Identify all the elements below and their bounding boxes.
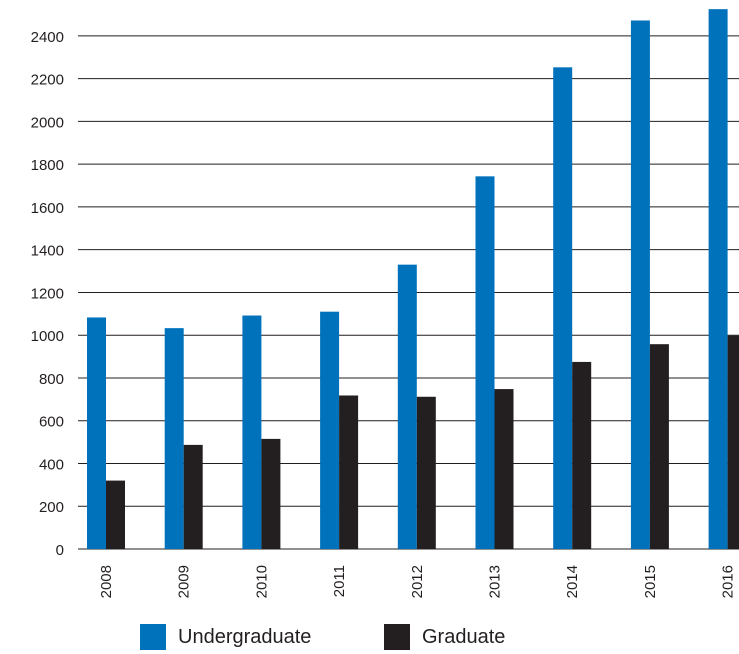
- bar-graduate-2012: [416, 396, 436, 549]
- bar-undergraduate-2010: [242, 315, 262, 549]
- x-axis-tick-labels: 2008 2009 2010 2011 2012 2013 2014 2015 2016: [98, 565, 737, 598]
- y-tick-label: 1600: [31, 200, 64, 217]
- y-tick-label: 2000: [31, 114, 64, 131]
- legend-item-undergraduate: Undergraduate: [140, 622, 311, 652]
- bar-undergraduate-2012: [397, 264, 417, 549]
- legend-label-graduate: Graduate: [422, 625, 506, 648]
- legend-swatch-undergraduate: [140, 624, 166, 650]
- x-tick-label: 2014: [564, 565, 581, 598]
- x-tick-label: 2013: [487, 565, 504, 598]
- bar-graduate-2011: [339, 395, 359, 549]
- bar-chart-plot: 0 200 400 600 800 1000 1200 1400 1600 1800 2000 220…: [31, 9, 739, 598]
- bar-undergraduate-2011: [320, 311, 340, 549]
- y-tick-label: 800: [39, 371, 64, 388]
- x-tick-label: 2015: [642, 565, 659, 598]
- y-tick-label: 400: [39, 456, 64, 473]
- y-tick-label: 1200: [31, 285, 64, 302]
- legend-label-undergraduate: Undergraduate: [178, 625, 312, 648]
- x-tick-label: 2011: [331, 565, 348, 597]
- bar-graduate-2008: [106, 480, 125, 549]
- legend: Undergraduate Graduate: [0, 622, 739, 652]
- bar-undergraduate-2013: [475, 176, 495, 549]
- y-tick-label: 1000: [31, 328, 64, 345]
- y-axis-tick-labels: 0 200 400 600 800 1000 1200 1400 1600 1800 2000 220…: [31, 29, 64, 559]
- y-tick-label: 1800: [31, 157, 64, 174]
- x-tick-label: 2008: [98, 565, 115, 598]
- y-tick-label: 0: [56, 542, 64, 559]
- y-tick-label: 1400: [31, 243, 64, 260]
- bar-undergraduate-2008: [87, 317, 106, 549]
- bar-graduate-2009: [183, 444, 203, 549]
- x-tick-label: 2009: [176, 565, 193, 598]
- bar-graduate-2014: [572, 361, 592, 549]
- bar-undergraduate-2016: [708, 9, 728, 549]
- legend-swatch-graduate: [384, 624, 410, 650]
- bar-undergraduate-2015: [630, 20, 650, 550]
- x-tick-label: 2010: [253, 565, 270, 598]
- y-tick-label: 600: [39, 414, 64, 431]
- bar-undergraduate-2014: [553, 67, 573, 550]
- bar-graduate-2013: [494, 389, 514, 549]
- x-tick-label: 2016: [720, 565, 737, 598]
- y-tick-label: 200: [39, 499, 64, 516]
- y-tick-label: 2200: [31, 72, 64, 89]
- bar-undergraduate-2009: [164, 328, 184, 549]
- bar-graduate-2010: [261, 438, 281, 549]
- bars: [87, 9, 739, 550]
- x-tick-label: 2012: [409, 565, 426, 598]
- y-tick-label: 2400: [31, 29, 64, 46]
- legend-item-graduate: Graduate: [384, 622, 505, 652]
- bar-graduate-2016: [727, 335, 739, 549]
- bar-graduate-2015: [649, 344, 669, 549]
